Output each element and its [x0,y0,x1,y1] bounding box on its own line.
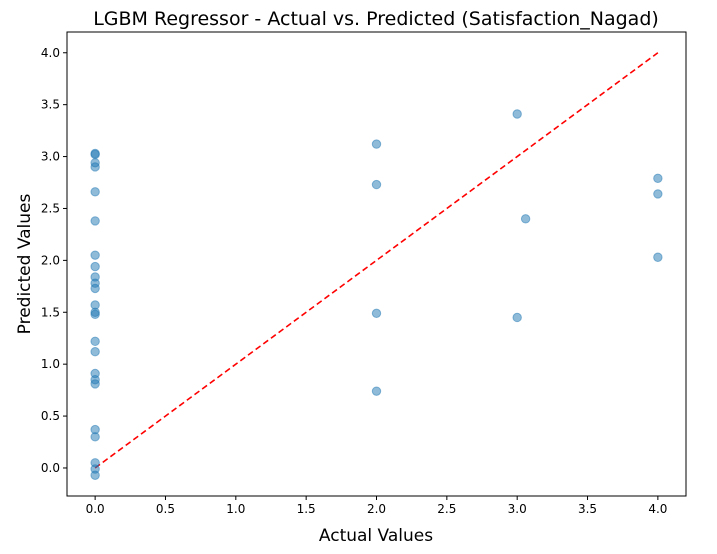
x-tick-label: 3.0 [508,502,527,516]
x-tick-label: 3.5 [578,502,597,516]
data-point [90,149,100,160]
reference-line-layer [94,52,659,469]
y-tick-label: 3.5 [41,98,60,112]
data-point [371,139,382,149]
data-point [653,173,663,184]
ideal-fit-line [94,52,659,469]
data-point [520,214,531,224]
data-point [90,379,100,389]
x-tick-label: 0.0 [86,502,105,516]
data-point [90,250,100,260]
data-point [512,312,522,323]
data-point [653,252,663,262]
y-tick-label: 1.5 [41,305,60,319]
data-point [90,187,100,197]
y-tick-label: 4.0 [41,46,60,60]
y-tick-label: 2.5 [41,201,60,215]
points-layer [90,109,663,480]
y-tick-label: 0.0 [41,461,60,475]
x-tick-label: 0.5 [156,502,175,516]
data-point [653,189,663,199]
y-tick-label: 3.0 [41,150,60,164]
data-point [90,347,100,357]
data-point [90,162,100,172]
x-axis-label: Actual Values [319,526,433,546]
y-axis: 0.0 0.5 1.0 1.5 2.0 2.5 3.0 3.5 4.0 [41,46,67,475]
data-point [90,470,100,480]
data-point [90,309,100,320]
y-tick-label: 1.0 [41,357,60,371]
data-point [90,216,100,226]
y-tick-label: 0.5 [41,409,60,423]
x-axis: 0.0 0.5 1.0 1.5 2.0 2.5 3.0 3.5 4.0 [86,496,667,516]
data-point [371,179,382,190]
x-tick-label: 4.0 [648,502,667,516]
y-axis-label: Predicted Values [15,193,35,334]
data-point [371,386,382,396]
plot-area [66,31,687,497]
data-point [90,261,100,272]
data-point [512,109,522,119]
data-point [90,336,100,347]
x-tick-label: 1.5 [297,502,316,516]
data-point [90,432,100,442]
chart-title: LGBM Regressor - Actual vs. Predicted (S… [93,8,659,30]
y-tick-label: 2.0 [41,253,60,267]
data-point [371,308,382,319]
x-tick-label: 2.0 [367,502,386,516]
x-tick-label: 1.0 [226,502,245,516]
x-tick-label: 2.5 [437,502,456,516]
data-point [90,283,100,294]
